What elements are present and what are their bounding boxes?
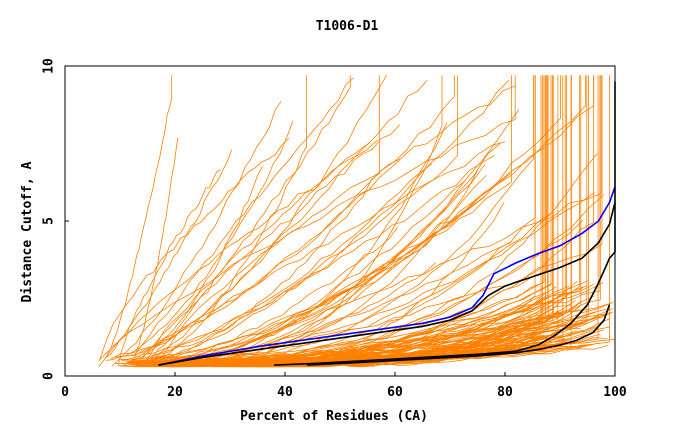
orange-model-line (149, 75, 602, 366)
orange-model-line (106, 75, 173, 358)
orange-model-line (150, 75, 380, 359)
orange-model-line (171, 109, 520, 367)
orange-model-line (168, 180, 466, 364)
orange-model-line (218, 75, 561, 360)
y-axis-label: Distance Cutoff, A (20, 161, 35, 302)
black-model-2-line (273, 81, 616, 366)
y-tick-label: 0 (42, 372, 57, 380)
orange-model-lines (98, 75, 615, 368)
x-tick-label: 80 (497, 385, 513, 400)
orange-model-line (147, 142, 371, 360)
x-axis-label: Percent of Residues (CA) (240, 409, 428, 424)
orange-model-line (110, 159, 401, 360)
x-tick-label: 40 (277, 385, 293, 400)
orange-model-line (123, 141, 506, 366)
y-axis-ticks: 0 5 10 (42, 58, 69, 380)
highlight-model-lines (158, 81, 616, 366)
plot-frame (64, 65, 616, 377)
x-tick-label: 20 (167, 385, 183, 400)
orange-model-line (161, 75, 308, 358)
black-model-1-line (158, 202, 616, 366)
chart-title: T1006-D1 (316, 19, 379, 34)
orange-model-line (154, 172, 511, 358)
orange-model-line (213, 202, 505, 368)
orange-model-line (153, 80, 428, 359)
orange-model-line (164, 262, 436, 363)
orange-model-line (98, 139, 378, 367)
orange-model-line (146, 75, 512, 365)
x-axis-ticks: 0 20 40 60 80 100 (61, 372, 627, 400)
orange-model-line (130, 137, 179, 363)
orange-model-line (125, 75, 543, 366)
x-tick-label: 60 (387, 385, 403, 400)
orange-model-line (180, 75, 443, 366)
orange-model-line (133, 154, 496, 362)
orange-model-line (98, 138, 290, 362)
orange-model-line (159, 85, 516, 362)
x-tick-label: 0 (61, 385, 69, 400)
orange-model-line (118, 75, 455, 357)
orange-model-line (149, 80, 510, 359)
orange-model-line (150, 75, 351, 361)
blue-model-line (158, 186, 616, 366)
orange-model-line (99, 75, 516, 361)
orange-model-line (105, 120, 294, 361)
y-tick-label: 10 (42, 58, 57, 74)
x-tick-label: 100 (603, 385, 627, 400)
y-tick-label: 5 (42, 217, 57, 225)
orange-model-line (142, 175, 487, 364)
orange-model-line (251, 75, 572, 363)
orange-model-line (117, 169, 221, 367)
orange-model-line (142, 124, 401, 359)
orange-model-line (238, 75, 552, 363)
orange-model-line (133, 77, 354, 356)
orange-model-line (167, 227, 398, 361)
orange-model-line (175, 75, 586, 363)
orange-model-line (111, 101, 282, 367)
orange-model-line (145, 194, 605, 363)
orange-model-line (131, 75, 458, 360)
orange-model-line (209, 75, 559, 365)
black-model-3-line (306, 304, 611, 366)
orange-model-line (199, 75, 548, 365)
orange-model-line (105, 149, 233, 358)
orange-model-line (131, 166, 263, 361)
orange-model-line (120, 163, 432, 361)
